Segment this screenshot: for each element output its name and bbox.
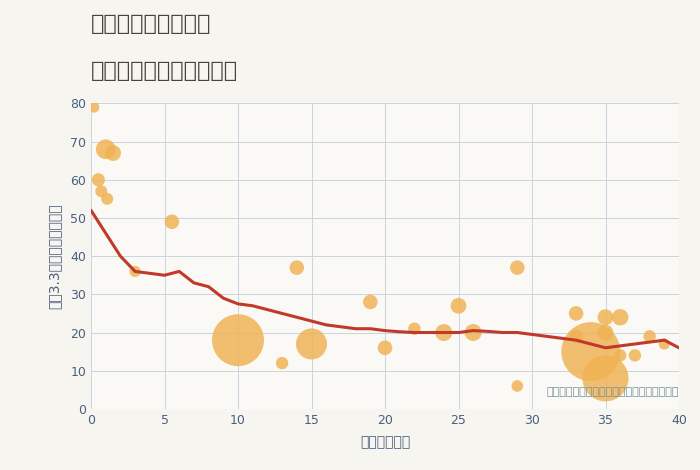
Point — [512, 264, 523, 271]
Point — [585, 348, 596, 355]
Text: 岐阜県関市富之保の: 岐阜県関市富之保の — [91, 14, 211, 34]
Text: 円の大きさは、取引のあった物件面積を示す: 円の大きさは、取引のあった物件面積を示す — [547, 387, 679, 397]
Point — [644, 333, 655, 340]
Point — [291, 264, 302, 271]
Point — [600, 375, 611, 382]
Point — [306, 340, 317, 348]
Point — [615, 313, 626, 321]
Point — [108, 149, 119, 157]
Point — [600, 313, 611, 321]
Point — [92, 176, 104, 183]
Point — [570, 333, 582, 340]
Point — [167, 218, 178, 226]
Point — [453, 302, 464, 310]
Point — [276, 359, 288, 367]
Point — [629, 352, 641, 359]
Point — [102, 195, 113, 203]
Point — [130, 268, 141, 275]
Point — [659, 340, 670, 348]
Point — [409, 325, 420, 332]
Point — [379, 344, 391, 352]
Point — [88, 103, 99, 111]
Point — [96, 188, 107, 195]
Point — [512, 382, 523, 390]
Point — [468, 329, 479, 337]
Point — [600, 329, 611, 337]
Point — [100, 145, 111, 153]
X-axis label: 築年数（年）: 築年数（年） — [360, 435, 410, 449]
Y-axis label: 坪（3.3㎡）単価（万円）: 坪（3.3㎡）単価（万円） — [48, 204, 62, 309]
Point — [438, 329, 449, 337]
Text: 築年数別中古戸建て価格: 築年数別中古戸建て価格 — [91, 61, 238, 81]
Point — [365, 298, 376, 306]
Point — [570, 310, 582, 317]
Point — [615, 352, 626, 359]
Point — [232, 337, 244, 344]
